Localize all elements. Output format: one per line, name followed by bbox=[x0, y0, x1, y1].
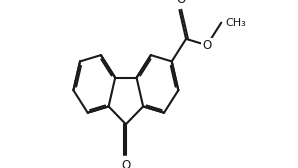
Text: O: O bbox=[176, 0, 186, 6]
Text: CH₃: CH₃ bbox=[226, 18, 246, 28]
Text: O: O bbox=[121, 159, 131, 168]
Text: O: O bbox=[202, 39, 212, 52]
